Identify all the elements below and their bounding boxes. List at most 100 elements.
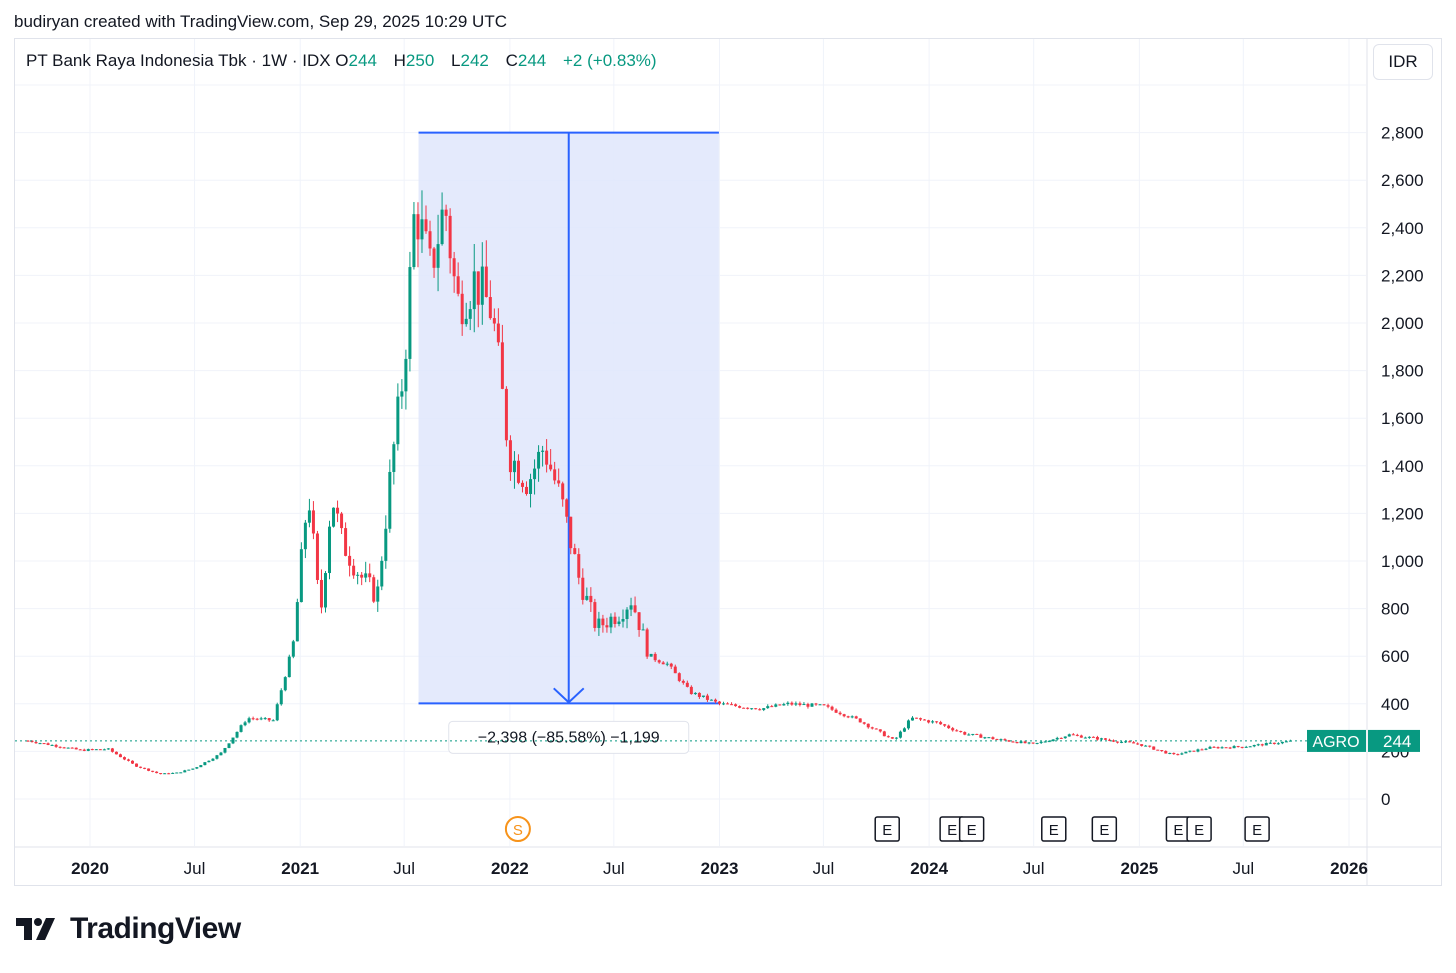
- candle-body: [372, 577, 376, 602]
- candle-body: [215, 755, 219, 759]
- candle-body: [1220, 747, 1224, 749]
- candle-body: [1120, 741, 1124, 743]
- candle-body: [388, 471, 392, 529]
- candle-body: [854, 716, 858, 719]
- candle-body: [1184, 751, 1188, 754]
- candle-body: [846, 716, 850, 718]
- earnings-event-icon[interactable]: [958, 816, 985, 842]
- candle-body: [255, 718, 259, 720]
- candle-body: [987, 737, 991, 739]
- candle-body: [171, 772, 175, 774]
- candle-body: [66, 747, 70, 749]
- candle-body: [400, 391, 404, 397]
- candle-body: [1216, 747, 1220, 749]
- candle-body: [336, 507, 340, 514]
- candle-body: [110, 748, 114, 752]
- candle-body: [163, 773, 167, 775]
- candle-body: [90, 749, 94, 751]
- candle-body: [203, 762, 207, 766]
- candle-body: [967, 734, 971, 736]
- earnings-event-icon[interactable]: [1041, 816, 1067, 842]
- candle-body: [806, 704, 810, 707]
- time-tick-label: 2022: [491, 859, 529, 878]
- candle-body: [227, 743, 231, 749]
- candle-body: [492, 318, 496, 324]
- price-tick-label: 2,600: [1381, 171, 1424, 190]
- earnings-event-icon[interactable]: [1091, 816, 1118, 842]
- measure-range: −2,398 (−85.58%) −1,199: [418, 131, 719, 754]
- candle-body: [1063, 736, 1067, 739]
- candle-body: [818, 704, 822, 706]
- price-change: +2 (+0.83%): [563, 51, 657, 70]
- candle-body: [890, 737, 894, 739]
- candle-body: [211, 758, 215, 761]
- candle-body: [533, 468, 537, 480]
- price-tick-label: 1,400: [1381, 457, 1424, 476]
- candle-body: [697, 692, 701, 697]
- earnings-event-icon[interactable]: [874, 816, 900, 842]
- candle-body: [1132, 742, 1136, 744]
- candle-body: [947, 725, 951, 729]
- candle-body: [356, 574, 360, 576]
- candle-body: [468, 309, 472, 319]
- candle-body: [951, 728, 955, 731]
- candle-body: [315, 533, 319, 580]
- candle-body: [464, 318, 468, 325]
- currency-button[interactable]: IDR: [1373, 44, 1433, 80]
- candle-body: [78, 749, 82, 751]
- candle-body: [826, 705, 830, 707]
- candle-body: [38, 743, 42, 745]
- earnings-event-label: E: [1099, 822, 1109, 839]
- candle-body: [1172, 752, 1176, 755]
- candle-body: [143, 767, 147, 769]
- candle-body: [460, 293, 464, 325]
- candle-body: [701, 695, 705, 697]
- candle-body: [637, 612, 641, 630]
- candle-body: [1043, 741, 1047, 743]
- candle-body: [307, 510, 311, 523]
- candle-body: [641, 629, 645, 631]
- candle-body: [1116, 741, 1120, 743]
- earnings-event-label: E: [947, 822, 957, 839]
- candle-body: [657, 660, 661, 663]
- price-tick-label: 2,000: [1381, 314, 1424, 333]
- candle-body: [496, 323, 500, 343]
- earnings-event-icon[interactable]: [1186, 816, 1212, 842]
- candle-body: [86, 749, 90, 751]
- candle-body: [842, 714, 846, 717]
- time-tick-label: Jul: [393, 859, 415, 878]
- candle-body: [1152, 746, 1156, 750]
- candle-body: [62, 747, 66, 749]
- candle-body: [1176, 754, 1180, 756]
- candle-body: [870, 727, 874, 729]
- candle-body: [790, 702, 794, 705]
- earnings-event-icon[interactable]: [1244, 816, 1270, 842]
- earnings-event-label: E: [967, 822, 977, 839]
- symbol-tag-box: [1307, 729, 1366, 752]
- candle-body: [677, 673, 681, 681]
- candle-body: [114, 751, 118, 755]
- candle-body: [488, 297, 492, 319]
- price-tick-label: 1,800: [1381, 362, 1424, 381]
- candle-body: [601, 618, 605, 626]
- candle-body: [1268, 742, 1272, 744]
- candle-body: [448, 215, 452, 259]
- candle-body: [1087, 736, 1091, 738]
- candle-body: [770, 706, 774, 708]
- ohlc-low: L242: [451, 51, 489, 70]
- candle-body: [404, 358, 408, 392]
- candle-body: [862, 722, 866, 724]
- candle-body: [902, 728, 906, 732]
- candle-body: [1007, 740, 1011, 742]
- candle-body: [585, 595, 589, 600]
- candle-body: [529, 479, 533, 494]
- candle-body: [597, 618, 601, 628]
- split-event-icon[interactable]: [504, 816, 531, 842]
- candle-body: [882, 731, 886, 737]
- candle-body: [661, 662, 665, 665]
- candle-body: [537, 451, 541, 469]
- tradingview-brand[interactable]: TradingView: [16, 912, 241, 946]
- candle-body: [718, 701, 721, 704]
- candle-body: [693, 692, 697, 695]
